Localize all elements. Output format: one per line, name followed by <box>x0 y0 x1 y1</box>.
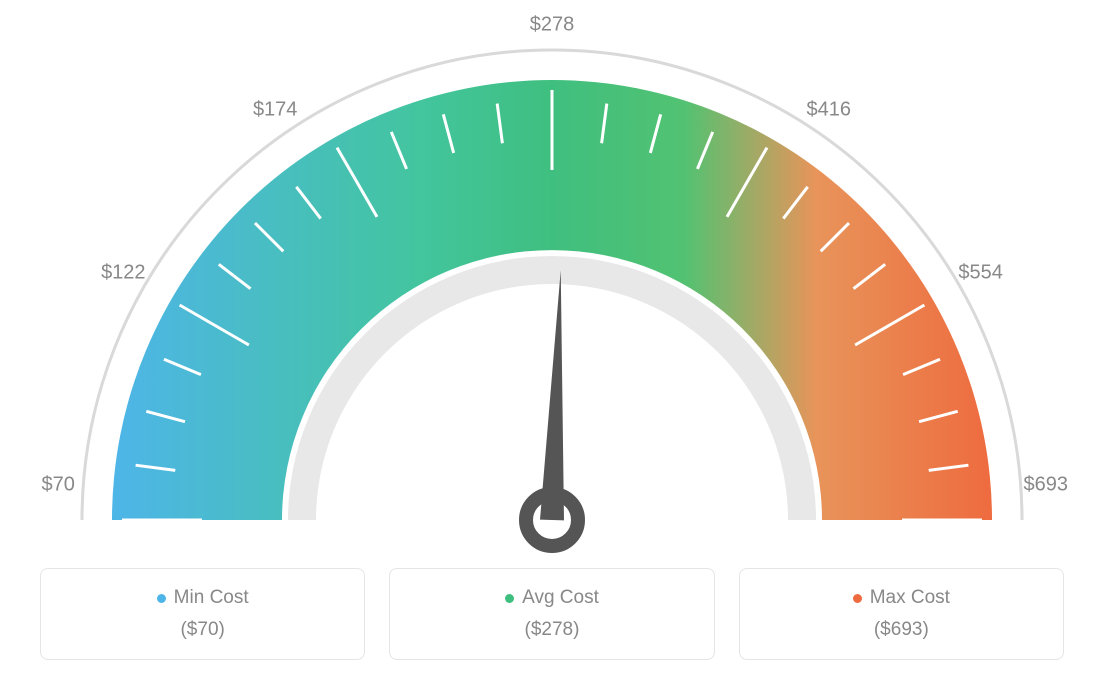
legend-label-avg: Avg Cost <box>522 587 599 609</box>
legend-label-min: Min Cost <box>174 587 249 609</box>
legend-label-max: Max Cost <box>870 587 950 609</box>
legend-title-max: Max Cost <box>752 587 1051 609</box>
cost-gauge-container: $70 $122 $174 $278 $416 $554 $693 Min Cost ($7… <box>0 0 1104 690</box>
legend-dot-min <box>157 594 166 603</box>
legend-dot-avg <box>505 594 514 603</box>
legend-value-min: ($70) <box>53 619 352 641</box>
legend-value-avg: ($278) <box>402 619 701 641</box>
legend-value-max: ($693) <box>752 619 1051 641</box>
gauge-tick-label: $122 <box>101 261 146 284</box>
legend-title-min: Min Cost <box>53 587 352 609</box>
legend-card-avg: Avg Cost ($278) <box>389 568 714 660</box>
gauge-tick-label: $416 <box>807 98 852 121</box>
legend-card-max: Max Cost ($693) <box>739 568 1064 660</box>
gauge-tick-label: $70 <box>42 474 75 497</box>
legend-card-min: Min Cost ($70) <box>40 568 365 660</box>
gauge-tick-label: $174 <box>253 98 298 121</box>
gauge-tick-label: $693 <box>1024 474 1069 497</box>
gauge-tick-label: $278 <box>530 14 575 37</box>
legend-title-avg: Avg Cost <box>402 587 701 609</box>
gauge-svg <box>0 0 1104 560</box>
legend-row: Min Cost ($70) Avg Cost ($278) Max Cost … <box>40 568 1064 660</box>
gauge-tick-label: $554 <box>958 261 1003 284</box>
gauge-chart: $70 $122 $174 $278 $416 $554 $693 <box>0 0 1104 560</box>
legend-dot-max <box>853 594 862 603</box>
